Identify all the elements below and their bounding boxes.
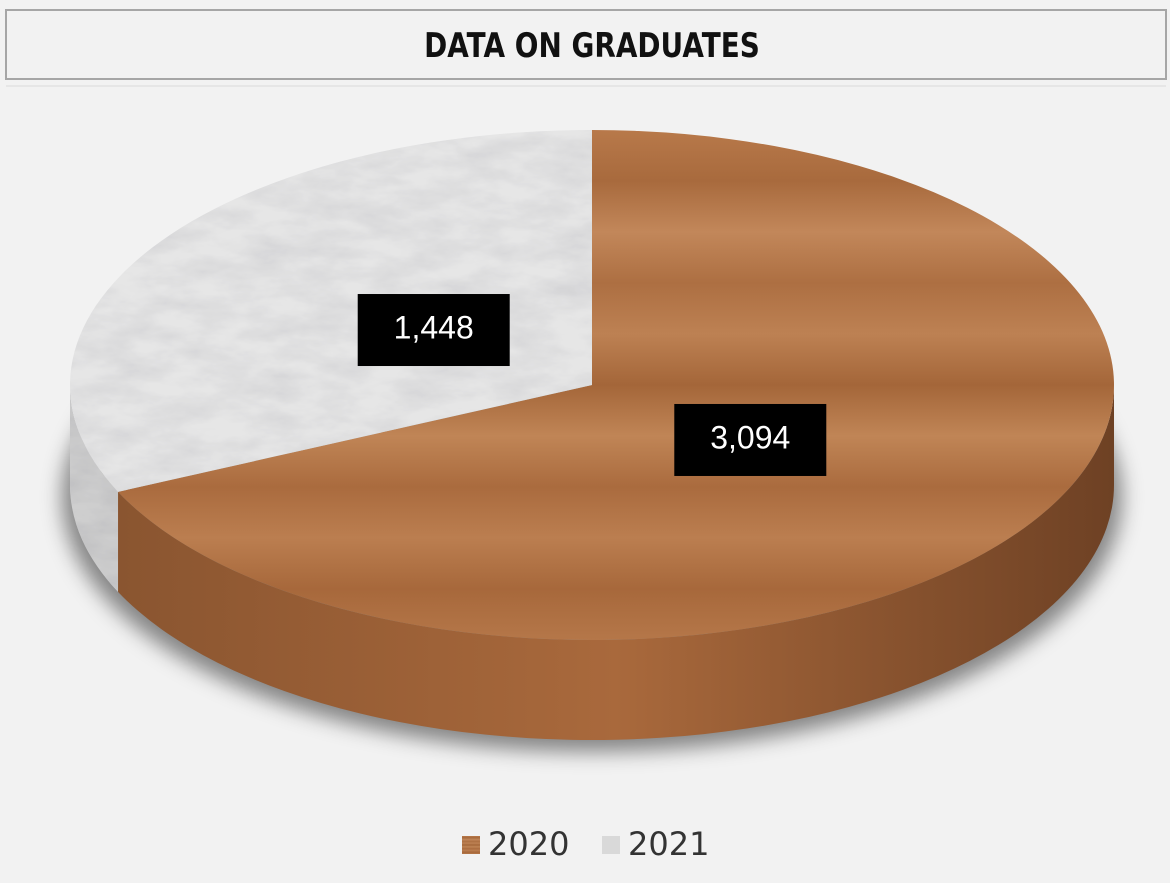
title-bar (5, 9, 1167, 80)
legend-swatch (602, 836, 620, 854)
slice-side (70, 385, 119, 592)
legend-swatch (462, 836, 480, 854)
legend-label: 2020 (488, 825, 569, 863)
data-label: 3,094 (710, 419, 790, 455)
legend-label: 2021 (628, 825, 709, 863)
data-label-box (674, 403, 827, 476)
data-label-box (357, 294, 510, 367)
pie: 3,094 1,448 (62, 130, 1122, 752)
legend: 2020 2021 (462, 825, 709, 863)
chart-title: DATA ON GRADUATES (424, 26, 760, 65)
slice (69, 130, 592, 492)
data-label: 1,448 (394, 309, 474, 345)
slice-side (118, 385, 1114, 740)
slice (118, 130, 1114, 640)
